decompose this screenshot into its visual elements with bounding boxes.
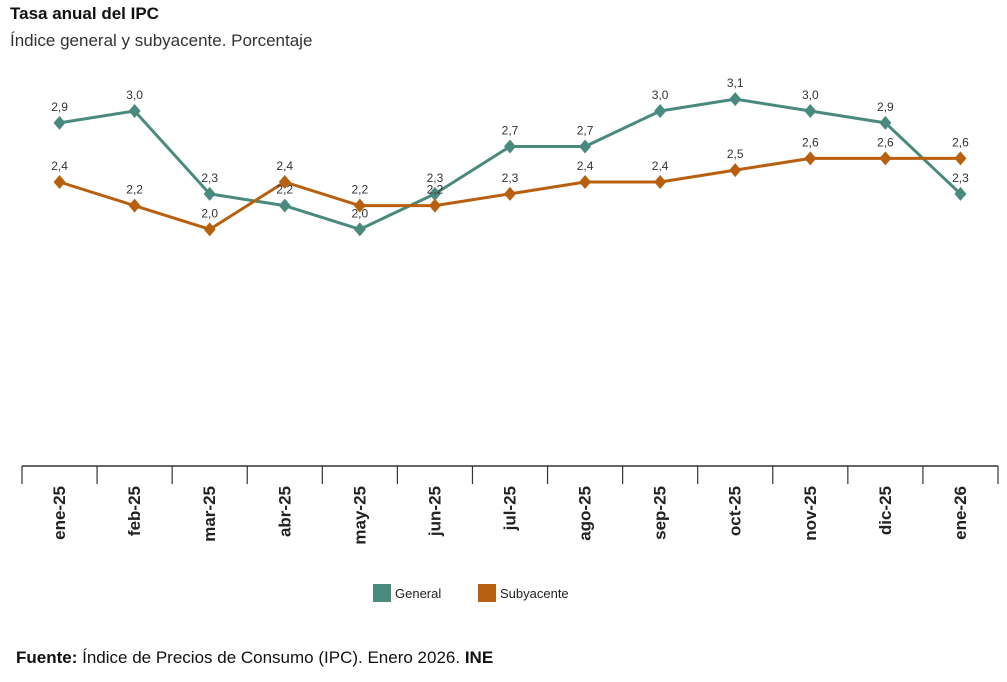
data-point-general	[804, 104, 817, 118]
x-tick-label: sep-25	[651, 486, 670, 540]
data-point-subyacente	[879, 151, 892, 166]
data-label-subyacente: 2,4	[577, 159, 594, 173]
data-point-general	[879, 115, 892, 130]
data-point-general	[53, 115, 66, 130]
data-point-subyacente	[353, 198, 366, 213]
x-tick-label: jul-25	[501, 486, 520, 531]
source-text: Índice de Precios de Consumo (IPC). Ener…	[77, 648, 465, 667]
data-label-general: 3,1	[727, 76, 744, 90]
legend-label-general: General	[395, 586, 441, 601]
legend-label-subyacente: Subyacente	[500, 586, 569, 601]
data-point-subyacente	[729, 163, 742, 178]
data-point-general	[579, 139, 592, 154]
data-label-subyacente: 2,6	[877, 135, 894, 149]
data-point-general	[954, 186, 967, 201]
data-label-subyacente: 2,4	[276, 159, 293, 173]
data-label-subyacente: 2,6	[802, 135, 819, 149]
data-point-subyacente	[278, 175, 291, 189]
x-tick-label: may-25	[350, 486, 369, 545]
x-tick-label: ene-26	[951, 486, 970, 540]
data-point-subyacente	[654, 175, 667, 189]
data-label-general: 3,0	[126, 88, 143, 102]
data-label-subyacente: 2,6	[952, 135, 969, 149]
data-label-subyacente: 2,3	[502, 171, 519, 185]
data-label-general: 3,0	[802, 88, 819, 102]
data-label-subyacente: 2,5	[727, 147, 744, 161]
data-label-general: 2,3	[952, 171, 969, 185]
data-label-general: 2,3	[427, 171, 444, 185]
data-label-general: 2,7	[502, 124, 519, 138]
x-tick-label: jun-25	[425, 486, 444, 537]
series-line-general	[59, 97, 962, 231]
x-tick-label: abr-25	[275, 486, 294, 537]
data-label-subyacente: 2,4	[51, 159, 68, 173]
data-label-general: 2,7	[577, 124, 594, 138]
x-tick-label: oct-25	[726, 486, 745, 536]
x-tick-label: ene-25	[50, 486, 69, 540]
data-label-general: 3,0	[652, 88, 669, 102]
data-point-subyacente	[128, 198, 141, 213]
data-point-subyacente	[954, 151, 967, 166]
x-tick-label: ago-25	[576, 486, 595, 541]
data-point-subyacente	[203, 222, 216, 237]
chart-subtitle: Índice general y subyacente. Porcentaje	[10, 31, 313, 50]
data-label-subyacente: 2,4	[652, 159, 669, 173]
data-point-general	[428, 186, 441, 201]
data-point-subyacente	[504, 186, 516, 201]
data-label-general: 2,9	[877, 100, 894, 114]
data-label-general: 2,0	[352, 206, 369, 220]
line-chart: ene-25 feb-25 mar-25 abr-25 may-25 jun-25 jul-…	[21, 76, 999, 602]
data-label-general: 2,3	[201, 171, 218, 185]
x-tick-label: dic-25	[876, 486, 895, 535]
data-label-general: 2,9	[51, 100, 68, 114]
data-point-general	[729, 92, 742, 107]
data-point-subyacente	[804, 151, 817, 166]
legend-swatch-general	[373, 584, 391, 602]
x-tick-label: mar-25	[200, 486, 219, 542]
data-point-subyacente	[428, 198, 441, 213]
data-point-general	[278, 198, 291, 213]
data-label-subyacente: 2,2	[352, 183, 369, 197]
data-point-general	[128, 104, 141, 118]
source-org: INE	[464, 648, 494, 667]
data-point-general	[203, 186, 216, 201]
data-label-subyacente: 2,0	[201, 206, 218, 220]
data-label-subyacente: 2,2	[427, 183, 444, 197]
data-point-subyacente	[579, 175, 592, 189]
data-point-general	[504, 139, 516, 154]
data-point-general	[353, 222, 366, 237]
source-label: Fuente:	[16, 648, 78, 667]
x-tick-label: nov-25	[801, 486, 820, 541]
legend-swatch-subyacente	[478, 584, 496, 602]
data-point-general	[654, 104, 667, 118]
chart-title: Tasa anual del IPC	[10, 4, 159, 23]
data-label-subyacente: 2,2	[126, 183, 143, 197]
x-tick-label: feb-25	[125, 486, 144, 536]
data-point-subyacente	[53, 175, 66, 189]
data-label-general: 2,2	[276, 183, 293, 197]
source-footer: Fuente: Índice de Precios de Consumo (IP…	[16, 648, 493, 668]
